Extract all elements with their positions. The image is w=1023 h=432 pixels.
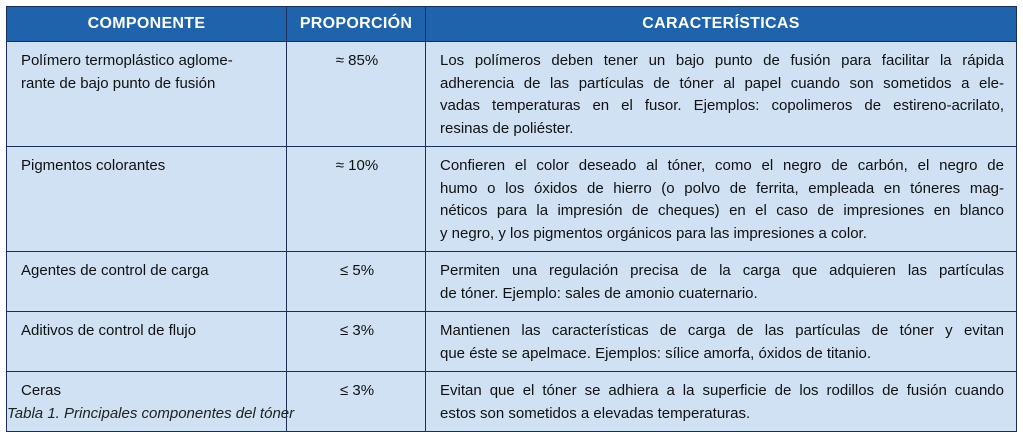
- column-header: CARACTERÍSTICAS: [425, 6, 1017, 42]
- cell-line: Los polímeros deben tener un bajo punto …: [440, 52, 1004, 69]
- cell-line: rante de bajo punto de fusión: [21, 74, 216, 92]
- column-header: COMPONENTE: [6, 6, 287, 42]
- cell-line: Aditivos de control de flujo: [21, 322, 197, 339]
- cell-line: vadas temperaturas en el fusor. Ejemplos…: [440, 97, 1004, 114]
- table-row: Aditivos de control de flujo ≤ 3% Mantiene…: [6, 311, 1017, 372]
- header-row: COMPONENTE PROPORCIÓN CARACTERÍSTICAS: [6, 6, 1017, 42]
- cell-line: Permiten una regulación precisa de la ca…: [440, 262, 1004, 279]
- table-cell: Los polímeros deben tener un bajo punto …: [425, 41, 1017, 147]
- cell-line: resinas de poliéster.: [440, 119, 574, 137]
- cell-line: ≈ 85%: [335, 52, 379, 69]
- table-cell: ≈ 85%: [286, 41, 426, 147]
- table-row: Ceras ≤ 3% Evitan que el tóner se adhiera …: [6, 371, 1017, 432]
- cell-line: ≈ 10%: [335, 157, 379, 174]
- table-cell: ≈ 10%: [286, 146, 426, 252]
- cell-line: estos son sometidos a elevadas temperatu…: [440, 404, 751, 422]
- table-cell: Mantienen las características de carga d…: [425, 311, 1017, 372]
- column-header: PROPORCIÓN: [286, 6, 426, 42]
- cell-line: Confieren el color deseado al tóner, com…: [440, 157, 1004, 174]
- cell-line: humo o los óxidos de hierro (o polvo de …: [440, 179, 1004, 197]
- table-cell: Aditivos de control de flujo: [6, 311, 287, 372]
- table-cell: Ceras: [6, 371, 287, 432]
- cell-line: ≤ 5%: [339, 262, 375, 279]
- table-cell: Permiten una regulación precisa de la ca…: [425, 251, 1017, 312]
- cell-line: que éste se apelmace. Ejemplos: sílice a…: [440, 344, 872, 362]
- table-cell: Confieren el color deseado al tóner, com…: [425, 146, 1017, 252]
- components-table: COMPONENTE PROPORCIÓN CARACTERÍSTICAS Polí…: [6, 6, 1017, 432]
- table-cell: Agentes de control de carga: [6, 251, 287, 312]
- table-row: Pigmentos colorantes ≈ 10% Confieren el co…: [6, 146, 1017, 252]
- table-cell: ≤ 3%: [286, 311, 426, 372]
- table-cell: ≤ 3%: [286, 371, 426, 432]
- table-cell: ≤ 5%: [286, 251, 426, 312]
- cell-line: Mantienen las características de carga d…: [440, 322, 1004, 339]
- cell-line: adherencia de las partículas de tóner al…: [440, 74, 1004, 92]
- table-row: Agentes de control de carga ≤ 5% Permiten …: [6, 251, 1017, 312]
- table-cell: Evitan que el tóner se adhiera a la supe…: [425, 371, 1017, 432]
- cell-line: ≤ 3%: [339, 382, 375, 399]
- cell-line: néticos para la impresión de cheques) en…: [440, 202, 1004, 219]
- cell-line: Pigmentos colorantes: [21, 157, 166, 174]
- cell-line: Evitan que el tóner se adhiera a la supe…: [440, 382, 1004, 399]
- table-cell: Polímero termoplástico aglome-rante de b…: [6, 41, 287, 147]
- cell-line: Agentes de control de carga: [21, 262, 209, 279]
- table-body: Polímero termoplástico aglome-rante de b…: [6, 41, 1017, 432]
- cell-line: de tóner. Ejemplo: sales de amonio cuate…: [440, 284, 758, 302]
- cell-line: Polímero termoplástico aglome-: [21, 52, 233, 69]
- table-row: Polímero termoplástico aglome-rante de b…: [6, 41, 1017, 147]
- cell-line: ≤ 3%: [339, 322, 375, 339]
- cell-line: Ceras: [21, 382, 62, 399]
- caption: Tabla 1. Principales componentes del tón…: [7, 405, 295, 422]
- cell-line: y negro, y los pigmentos orgánicos para …: [440, 224, 867, 242]
- table-cell: Pigmentos colorantes: [6, 146, 287, 252]
